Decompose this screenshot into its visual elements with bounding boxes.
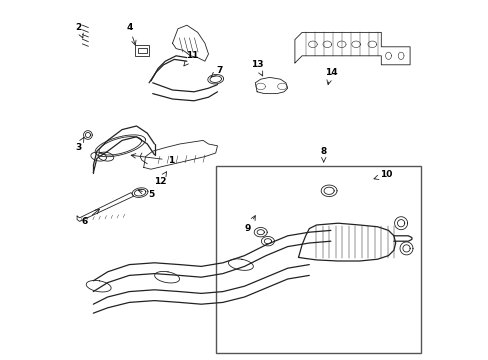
Text: 9: 9: [244, 216, 255, 233]
Text: 2: 2: [75, 23, 83, 38]
Text: 3: 3: [75, 138, 84, 152]
Text: 1: 1: [131, 154, 173, 165]
Text: 4: 4: [126, 23, 136, 45]
Text: 14: 14: [324, 68, 337, 85]
Text: 12: 12: [153, 172, 166, 186]
Text: 10: 10: [373, 170, 392, 180]
Text: 5: 5: [138, 189, 154, 199]
Text: 8: 8: [320, 147, 326, 162]
Text: 11: 11: [183, 51, 198, 66]
Text: 13: 13: [250, 60, 263, 76]
Text: 6: 6: [81, 209, 99, 226]
Bar: [215, 166, 420, 353]
Text: 7: 7: [211, 66, 222, 77]
